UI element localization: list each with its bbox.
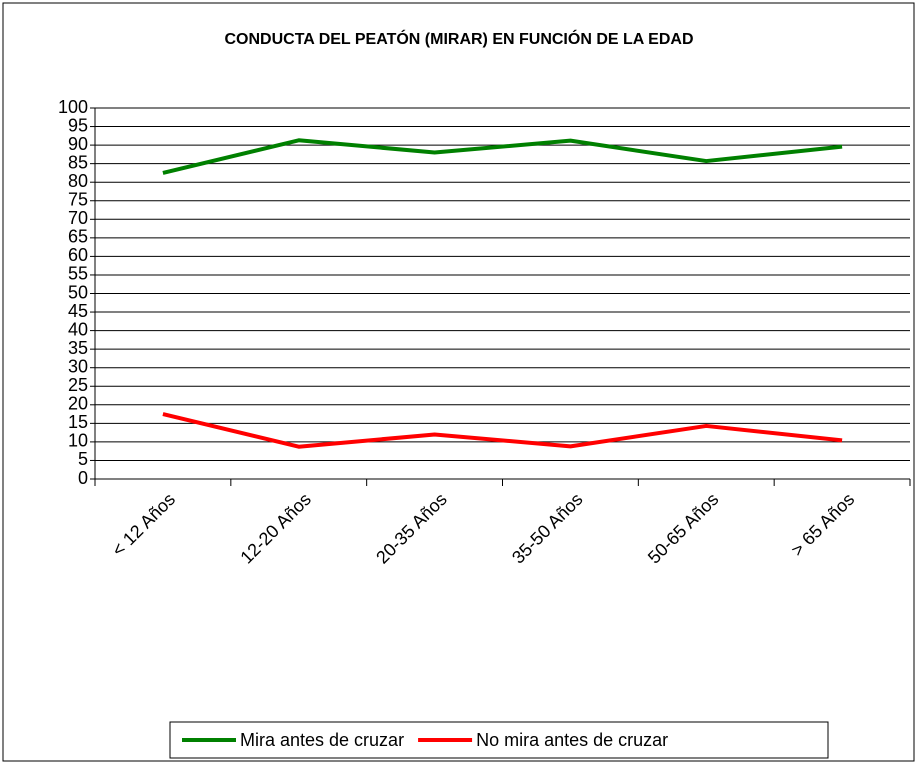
y-tick-label: 60 — [68, 245, 88, 265]
legend-label: Mira antes de cruzar — [240, 730, 404, 750]
series-line — [162, 412, 843, 449]
y-tick-label: 20 — [68, 394, 88, 414]
y-tick-label: 45 — [68, 301, 88, 321]
y-tick-label: 70 — [68, 208, 88, 228]
y-tick-label: 80 — [68, 171, 88, 191]
y-tick-label: 5 — [78, 449, 88, 469]
y-tick-label: 75 — [68, 190, 88, 210]
y-tick-label: 90 — [68, 134, 88, 154]
y-tick-label: 0 — [78, 468, 88, 488]
y-tick-label: 55 — [68, 264, 88, 284]
legend-box — [169, 721, 829, 759]
y-tick-label: 100 — [58, 97, 88, 117]
y-tick-label: 95 — [68, 115, 88, 135]
chart-title: CONDUCTA DEL PEATÓN (MIRAR) EN FUNCIÓN D… — [224, 29, 693, 48]
legend-label: No mira antes de cruzar — [476, 730, 668, 750]
y-tick-label: 40 — [68, 319, 88, 339]
y-tick-label: 30 — [68, 356, 88, 376]
series-line — [162, 138, 843, 175]
y-tick-label: 35 — [68, 338, 88, 358]
y-tick-label: 85 — [68, 152, 88, 172]
y-tick-label: 65 — [68, 227, 88, 247]
y-tick-label: 15 — [68, 412, 88, 432]
y-tick-label: 50 — [68, 282, 88, 302]
y-tick-label: 25 — [68, 375, 88, 395]
y-tick-label: 10 — [68, 431, 88, 451]
